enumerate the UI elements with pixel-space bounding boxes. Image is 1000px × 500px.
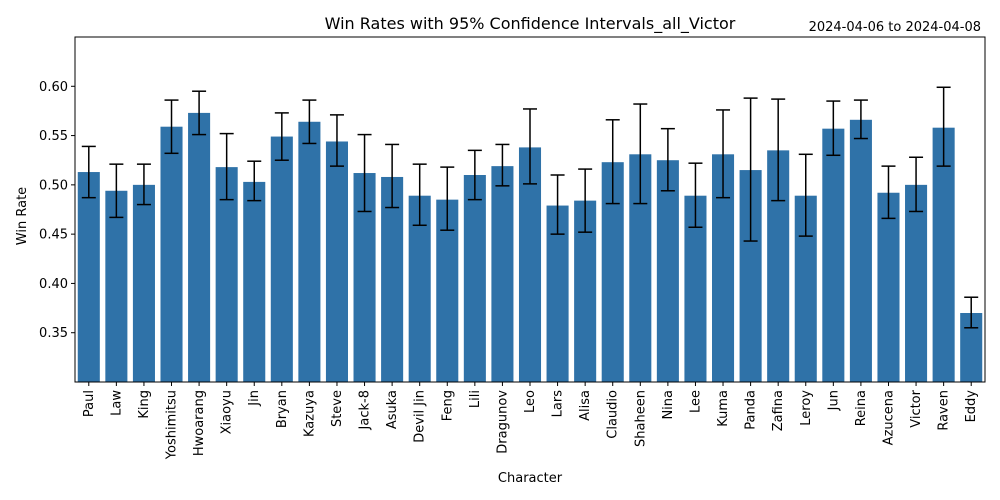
y-tick-label: 0.40 xyxy=(39,277,68,292)
x-tick-label: Panda xyxy=(744,390,759,430)
x-tick-label: King xyxy=(137,390,152,419)
x-tick-label: Kazuya xyxy=(302,390,317,437)
x-tick-label: Victor xyxy=(909,389,924,427)
bar xyxy=(188,112,211,383)
error-bars-group xyxy=(81,86,979,329)
bar xyxy=(491,166,514,382)
x-tick-label: Leroy xyxy=(799,390,814,426)
bar xyxy=(629,154,652,382)
bar xyxy=(298,121,321,383)
bar xyxy=(712,154,735,382)
y-tick-label: 0.35 xyxy=(39,326,68,341)
x-axis: Paul Law King Yoshimitsu Hwoarang Xiaoyu Jin Br… xyxy=(82,382,979,460)
x-tick-label: Raven xyxy=(937,390,952,431)
x-tick-label: Paul xyxy=(82,390,97,417)
x-tick-label: Dragunov xyxy=(495,390,510,454)
y-axis: 0.35 0.40 0.45 0.50 0.55 0.60 xyxy=(39,80,75,341)
x-tick-label: Shaheen xyxy=(633,390,648,447)
y-tick-label: 0.55 xyxy=(39,129,68,144)
x-tick-label: Kuma xyxy=(716,390,731,427)
bar xyxy=(243,181,266,382)
x-tick-label: Lee xyxy=(688,390,703,413)
y-tick-label: 0.60 xyxy=(39,80,68,95)
bar xyxy=(325,141,348,382)
bar xyxy=(739,170,762,382)
x-tick-label: Jin xyxy=(247,390,262,407)
x-tick-label: Jun xyxy=(826,390,841,411)
bar xyxy=(822,128,845,382)
bar xyxy=(794,195,817,382)
x-tick-label: Reina xyxy=(854,390,869,426)
x-axis-label: Character xyxy=(498,471,563,486)
y-axis-label: Win Rate xyxy=(15,187,30,245)
x-tick-label: Steve xyxy=(330,390,345,427)
x-tick-label: Lili xyxy=(468,390,483,408)
x-tick-label: Jack-8 xyxy=(358,390,373,430)
bar xyxy=(960,313,983,382)
bar xyxy=(105,190,128,382)
bar xyxy=(601,162,624,382)
x-tick-label: Eddy xyxy=(964,390,979,423)
x-tick-label: Lars xyxy=(551,390,566,418)
bar xyxy=(215,167,238,382)
x-tick-label: Xiaoyu xyxy=(220,390,235,434)
bars-group xyxy=(77,112,983,383)
x-tick-label: Zafina xyxy=(771,390,786,431)
bar xyxy=(270,136,293,382)
bar xyxy=(463,175,486,382)
bar xyxy=(77,172,100,382)
y-tick-label: 0.50 xyxy=(39,178,68,193)
date-range: 2024-04-06 to 2024-04-08 xyxy=(809,20,981,35)
bar xyxy=(518,147,542,382)
chart-title: Win Rates with 95% Confidence Intervals_… xyxy=(325,14,736,34)
bar xyxy=(684,195,707,382)
bar xyxy=(381,176,404,382)
x-tick-label: Yoshimitsu xyxy=(165,390,180,460)
x-tick-label: Hwoarang xyxy=(192,390,207,456)
bar xyxy=(132,184,155,382)
bar xyxy=(546,205,569,382)
x-tick-label: Devil Jin xyxy=(413,390,428,443)
x-tick-label: Law xyxy=(109,390,124,416)
bar xyxy=(436,199,459,382)
bar xyxy=(877,192,900,382)
x-tick-label: Leo xyxy=(523,390,538,413)
x-tick-label: Azucena xyxy=(881,390,896,445)
bar xyxy=(905,184,928,382)
x-tick-label: Alisa xyxy=(578,390,593,421)
x-tick-label: Bryan xyxy=(275,390,290,428)
bar xyxy=(932,127,955,382)
bar xyxy=(656,160,679,382)
bar xyxy=(767,150,790,382)
bar xyxy=(849,119,872,383)
bar xyxy=(160,126,183,382)
bar xyxy=(574,200,597,382)
bar xyxy=(353,173,376,382)
y-tick-label: 0.45 xyxy=(39,228,68,243)
x-tick-label: Claudio xyxy=(606,390,621,439)
x-tick-label: Feng xyxy=(440,390,455,421)
bar xyxy=(408,195,431,382)
x-tick-label: Asuka xyxy=(385,390,400,429)
x-tick-label: Nina xyxy=(661,390,676,420)
